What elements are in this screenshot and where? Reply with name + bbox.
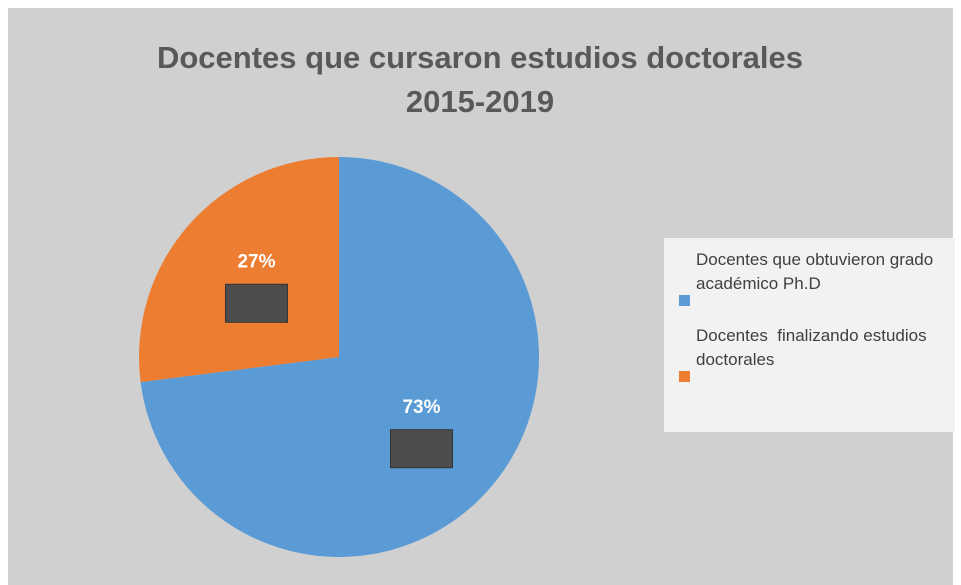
chart-title: Docentes que cursaron estudios doctorale… xyxy=(157,40,803,75)
legend-marker xyxy=(679,295,690,306)
legend-label: Docentes que obtuvieron grado académico … xyxy=(696,250,938,293)
label-box xyxy=(390,429,454,469)
data-label: 73% xyxy=(402,397,440,418)
legend-entry: Docentes que obtuvieron grado académico … xyxy=(696,250,938,293)
chart-title: 2015-2019 xyxy=(406,84,554,119)
label-box xyxy=(224,283,288,323)
data-label: 27% xyxy=(237,251,275,272)
legend-box xyxy=(664,238,955,432)
legend-entry: Docentes finalizando estudios doctorales xyxy=(696,326,932,369)
legend-label: Docentes finalizando estudios doctorales xyxy=(696,326,932,369)
legend-marker xyxy=(679,371,690,382)
pie-slice xyxy=(139,157,339,383)
